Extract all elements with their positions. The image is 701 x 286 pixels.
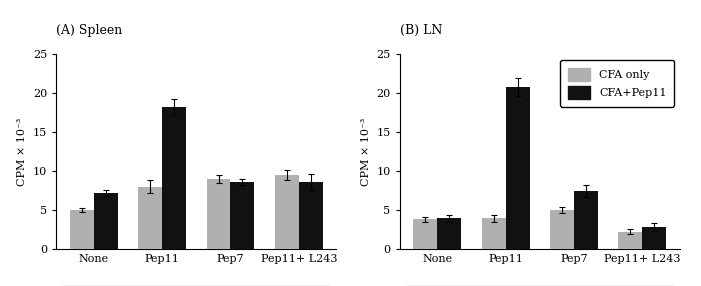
- Y-axis label: CPM × 10⁻³: CPM × 10⁻³: [361, 117, 371, 186]
- Bar: [574, 191, 598, 249]
- Bar: [482, 219, 505, 249]
- Bar: [275, 175, 299, 249]
- Y-axis label: CPM × 10⁻³: CPM × 10⁻³: [18, 117, 27, 186]
- Bar: [94, 193, 118, 249]
- Bar: [437, 219, 461, 249]
- Bar: [505, 87, 529, 249]
- Legend: CFA only, CFA+Pep11: CFA only, CFA+Pep11: [560, 60, 674, 107]
- Text: (A) Spleen: (A) Spleen: [56, 24, 123, 37]
- Bar: [138, 186, 162, 249]
- Bar: [550, 210, 574, 249]
- Bar: [618, 232, 642, 249]
- Bar: [162, 107, 186, 249]
- Bar: [414, 219, 437, 249]
- Bar: [207, 179, 231, 249]
- Bar: [642, 227, 666, 249]
- Bar: [231, 182, 254, 249]
- Bar: [70, 210, 94, 249]
- Bar: [299, 182, 322, 249]
- Text: (B) LN: (B) LN: [400, 24, 442, 37]
